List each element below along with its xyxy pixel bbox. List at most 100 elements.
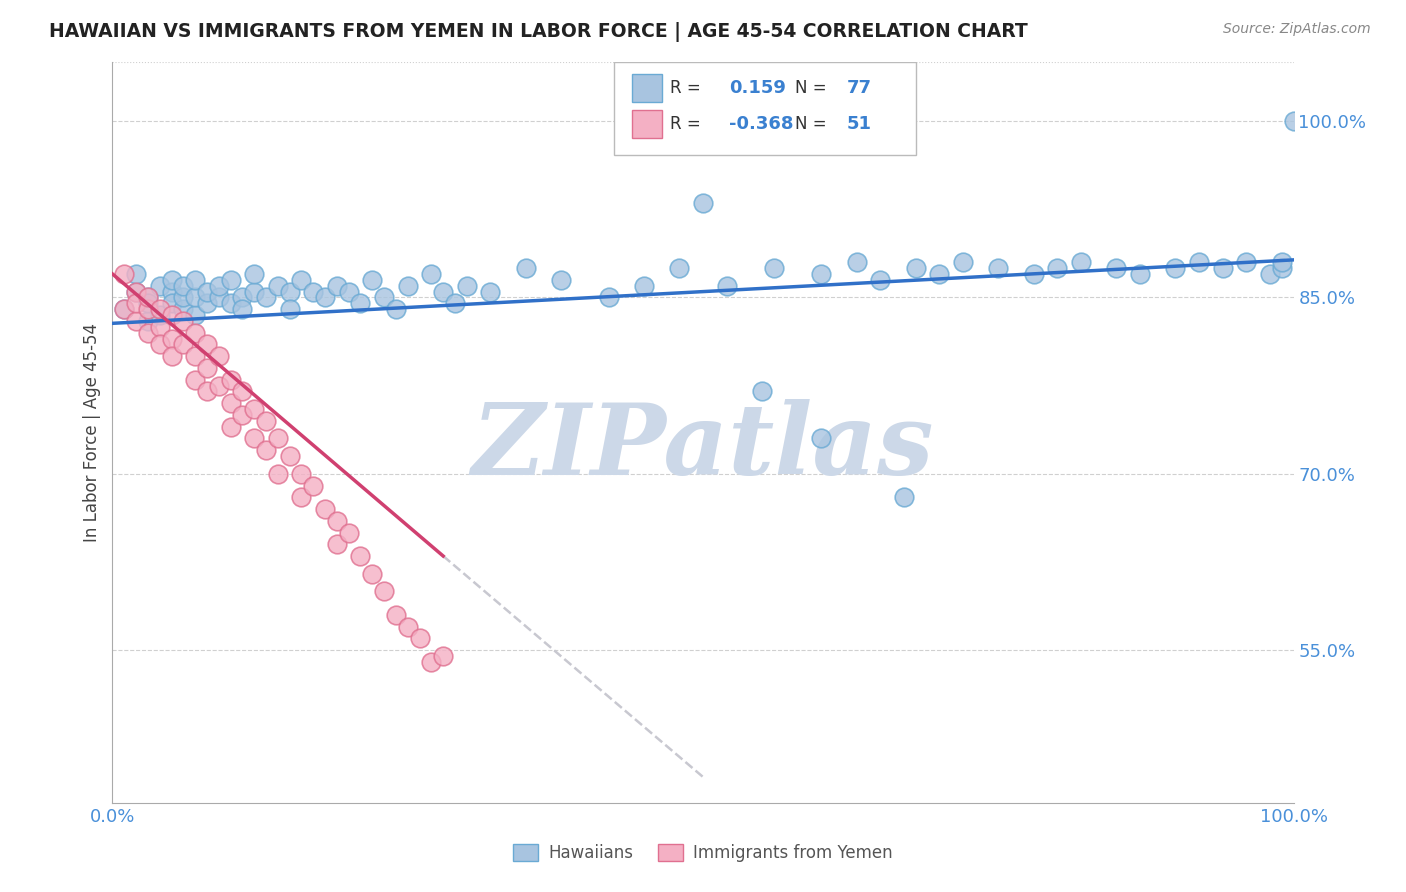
Point: [326, 278, 349, 293]
Point: [515, 261, 537, 276]
Legend: Hawaiians, Immigrants from Yemen: Hawaiians, Immigrants from Yemen: [506, 837, 900, 869]
Point: [810, 432, 832, 446]
Point: [149, 278, 172, 293]
Text: 0.159: 0.159: [728, 79, 786, 97]
Y-axis label: In Labor Force | Age 45-54: In Labor Force | Age 45-54: [83, 323, 101, 542]
Point: [1129, 267, 1152, 281]
Point: [160, 332, 183, 346]
Point: [184, 326, 207, 340]
Point: [184, 373, 207, 387]
Point: [598, 290, 620, 304]
Point: [692, 196, 714, 211]
Point: [1234, 255, 1257, 269]
Point: [1271, 261, 1294, 276]
Point: [125, 285, 148, 299]
Point: [420, 655, 443, 669]
Point: [195, 296, 218, 310]
Point: [633, 278, 655, 293]
Point: [1212, 261, 1234, 276]
Point: [987, 261, 1010, 276]
Point: [136, 326, 159, 340]
Point: [952, 255, 974, 269]
Point: [290, 490, 312, 504]
Point: [195, 384, 218, 399]
Point: [219, 373, 242, 387]
Point: [149, 308, 172, 322]
Point: [326, 514, 349, 528]
Point: [219, 296, 242, 310]
Point: [290, 467, 312, 481]
Point: [243, 285, 266, 299]
Point: [231, 290, 253, 304]
Text: N =: N =: [796, 115, 832, 133]
Point: [444, 296, 467, 310]
Point: [219, 396, 242, 410]
Text: N =: N =: [796, 79, 832, 97]
Point: [550, 273, 572, 287]
Point: [195, 285, 218, 299]
Point: [136, 290, 159, 304]
FancyBboxPatch shape: [614, 62, 915, 155]
Point: [302, 478, 325, 492]
Point: [267, 467, 290, 481]
Point: [1070, 255, 1092, 269]
Point: [810, 267, 832, 281]
Point: [254, 443, 277, 458]
Point: [385, 607, 408, 622]
Point: [267, 278, 290, 293]
Point: [243, 402, 266, 417]
Point: [112, 267, 135, 281]
Point: [278, 449, 301, 463]
Point: [160, 285, 183, 299]
Point: [1105, 261, 1128, 276]
Point: [326, 537, 349, 551]
Text: 51: 51: [846, 115, 872, 133]
Text: R =: R =: [669, 79, 706, 97]
Point: [149, 319, 172, 334]
Point: [160, 349, 183, 363]
Point: [267, 432, 290, 446]
Point: [149, 337, 172, 351]
Point: [172, 337, 194, 351]
Point: [290, 273, 312, 287]
Point: [408, 632, 430, 646]
Point: [751, 384, 773, 399]
Point: [361, 273, 384, 287]
Point: [184, 349, 207, 363]
Point: [243, 267, 266, 281]
Point: [396, 278, 419, 293]
Point: [125, 267, 148, 281]
Point: [1164, 261, 1187, 276]
Point: [928, 267, 950, 281]
Point: [385, 302, 408, 317]
Point: [1046, 261, 1069, 276]
Point: [112, 302, 135, 317]
Point: [716, 278, 738, 293]
Point: [1271, 255, 1294, 269]
Text: R =: R =: [669, 115, 706, 133]
Point: [349, 549, 371, 563]
Point: [1188, 255, 1211, 269]
Point: [160, 296, 183, 310]
Point: [136, 296, 159, 310]
Point: [125, 285, 148, 299]
Point: [893, 490, 915, 504]
Point: [278, 285, 301, 299]
Point: [1258, 267, 1281, 281]
Point: [219, 419, 242, 434]
Point: [337, 285, 360, 299]
Point: [160, 308, 183, 322]
Point: [208, 378, 231, 392]
Point: [136, 290, 159, 304]
Point: [254, 414, 277, 428]
Point: [136, 302, 159, 317]
Point: [184, 273, 207, 287]
Point: [231, 408, 253, 422]
Point: [195, 361, 218, 376]
Point: [195, 337, 218, 351]
Point: [361, 566, 384, 581]
Point: [456, 278, 478, 293]
Point: [668, 261, 690, 276]
Bar: [633, 74, 662, 103]
Point: [172, 314, 194, 328]
